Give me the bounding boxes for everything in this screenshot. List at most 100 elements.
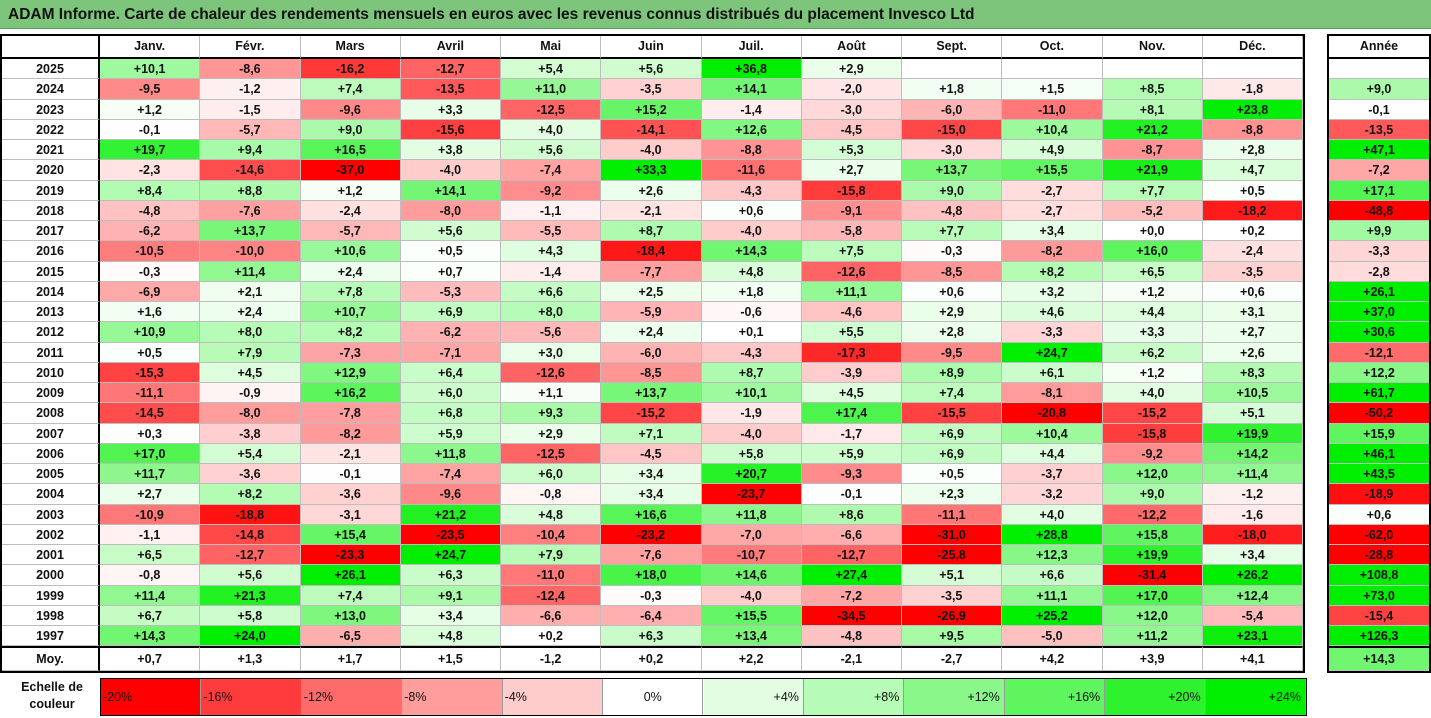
heatmap-cell: +8,7 (601, 221, 702, 242)
heatmap-cell: -26,9 (902, 605, 1003, 626)
heatmap-cell: -5,6 (501, 322, 602, 343)
year-label: 2009 (2, 383, 100, 404)
heatmap-cell: -18,8 (200, 504, 301, 525)
heatmap-cell: -23,7 (701, 484, 802, 505)
heatmap-cell (1002, 59, 1103, 80)
heatmap-cell: -20,8 (1002, 403, 1103, 424)
heatmap-cell: -3,5 (601, 79, 702, 100)
heatmap-cell: +9,0 (300, 119, 401, 140)
heatmap-cell: -7,1 (400, 342, 501, 363)
heatmap-cell: +2,7 (801, 160, 902, 181)
heatmap-cell: -23,3 (300, 545, 401, 566)
heatmap-cell: +6,9 (902, 443, 1003, 464)
heatmap-cell: -14,1 (601, 119, 702, 140)
year-label: 1999 (2, 585, 100, 606)
annual-cell: -62,0 (1329, 524, 1429, 545)
heatmap-cell: -17,3 (801, 342, 902, 363)
heatmap-cell: -9,3 (801, 464, 902, 485)
heatmap-cell: +9,5 (902, 626, 1003, 647)
heatmap-cell: +18,0 (601, 565, 702, 586)
heatmap-cell: -0,1 (300, 464, 401, 485)
heatmap-cell: -2,1 (300, 443, 401, 464)
heatmap-cell: -3,2 (1002, 484, 1103, 505)
annual-cell: -18,9 (1329, 484, 1429, 505)
heatmap-cell: -4,8 (902, 200, 1003, 221)
heatmap-cell: +8,1 (1102, 99, 1203, 120)
heatmap-cell: +3,8 (400, 140, 501, 161)
heatmap-cell: +5,8 (200, 605, 301, 626)
year-label: 2005 (2, 464, 100, 485)
heatmap-cell: -3,8 (200, 423, 301, 444)
heatmap-cell: +5,4 (200, 443, 301, 464)
color-scale-stop: -20% (101, 679, 202, 715)
heatmap-cell: -2,4 (1202, 241, 1303, 262)
heatmap-cell: -0,3 (601, 585, 702, 606)
heatmap-cell: +13,0 (300, 605, 401, 626)
heatmap-cell: -1,4 (501, 261, 602, 282)
heatmap-cell: -4,0 (701, 423, 802, 444)
heatmap-cell: -4,8 (100, 200, 201, 221)
heatmap-cell: +11,7 (100, 464, 201, 485)
heatmap-cell: +3,4 (400, 605, 501, 626)
heatmap-cell: -15,6 (400, 119, 501, 140)
heatmap-cell: +15,4 (300, 524, 401, 545)
heatmap-cell: -10,9 (100, 504, 201, 525)
heatmap-cell: +15,2 (601, 99, 702, 120)
heatmap-cell: +9,3 (501, 403, 602, 424)
heatmap-cell: -8,5 (601, 362, 702, 383)
heatmap-cell: +21,3 (200, 585, 301, 606)
heatmap-cell: +5,6 (601, 59, 702, 80)
heatmap-cell: +5,4 (501, 59, 602, 80)
year-label: 2014 (2, 281, 100, 302)
annual-cell: -50,2 (1329, 403, 1429, 424)
heatmap-cell: +11,8 (701, 504, 802, 525)
heatmap-cell: -15,3 (100, 362, 201, 383)
heatmap-cell: -6,9 (100, 281, 201, 302)
annual-cell: +12,2 (1329, 362, 1429, 383)
heatmap-cell: -9,1 (801, 200, 902, 221)
heatmap-cell: -4,5 (801, 119, 902, 140)
annual-cell: +73,0 (1329, 585, 1429, 606)
heatmap-cell: +10,4 (1002, 423, 1103, 444)
heatmap-cell: -14,5 (100, 403, 201, 424)
heatmap-cell: -31,4 (1102, 565, 1203, 586)
year-label: 2016 (2, 241, 100, 262)
heatmap-cell: +2,1 (200, 281, 301, 302)
heatmap-cell: +36,8 (701, 59, 802, 80)
heatmap-cell: -3,1 (300, 504, 401, 525)
heatmap-cell: -7,4 (400, 464, 501, 485)
heatmap-cell: +0,2 (501, 626, 602, 647)
heatmap-cell: +2,3 (902, 484, 1003, 505)
heatmap-cell: +11,0 (501, 79, 602, 100)
heatmap-cell: +2,9 (501, 423, 602, 444)
heatmap-cell: +4,0 (1102, 383, 1203, 404)
heatmap-cell: +16,5 (300, 140, 401, 161)
heatmap-cell: -8,6 (200, 59, 301, 80)
heatmap-cell: -8,5 (902, 261, 1003, 282)
month-header: Janv. (100, 36, 201, 59)
heatmap-cell: +9,1 (400, 585, 501, 606)
heatmap-cell: +3,0 (501, 342, 602, 363)
heatmap-cell: +2,7 (100, 484, 201, 505)
heatmap-cell: -2,3 (100, 160, 201, 181)
heatmap-cell: -12,5 (501, 443, 602, 464)
year-label: 2007 (2, 423, 100, 444)
heatmap-cell: +24,0 (200, 626, 301, 647)
heatmap-cell: -6,4 (601, 605, 702, 626)
annual-cell: +26,1 (1329, 281, 1429, 302)
heatmap-cell: +6,3 (601, 626, 702, 647)
heatmap-cell: +4,8 (400, 626, 501, 647)
heatmap-cell: +5,6 (200, 565, 301, 586)
heatmap-cell: +2,9 (902, 302, 1003, 323)
heatmap-cell: +1,2 (100, 99, 201, 120)
heatmap-cell: -5,2 (1102, 200, 1203, 221)
average-cell: +2,2 (701, 646, 802, 672)
heatmap-cell: -0,6 (701, 302, 802, 323)
heatmap-cell: -0,8 (100, 565, 201, 586)
year-label: 2024 (2, 79, 100, 100)
annual-cell: +9,0 (1329, 79, 1429, 100)
heatmap-cell: -16,2 (300, 59, 401, 80)
heatmap-cell: +7,4 (300, 79, 401, 100)
heatmap-cell: +2,6 (1202, 342, 1303, 363)
heatmap-cell: +24,7 (400, 545, 501, 566)
